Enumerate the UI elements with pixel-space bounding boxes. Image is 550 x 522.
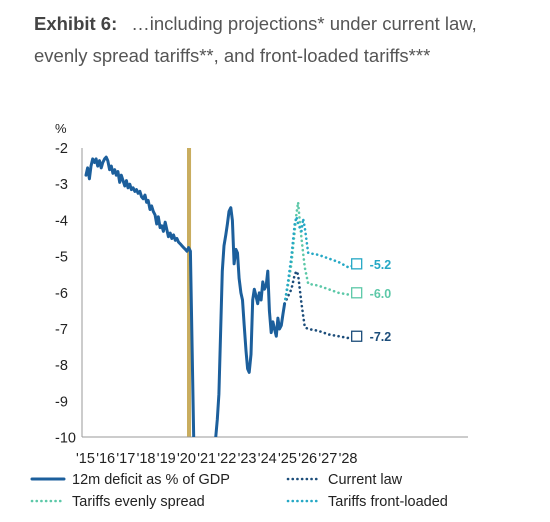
covid-shaded-bar [187,148,192,437]
end-labels: -7.2 -6.0 -5.2 [351,258,392,344]
series-line-tariffs-even [283,201,358,305]
series-line-history [84,155,196,437]
legend-label-tariffs-even: Tariffs evenly spread [72,494,205,510]
end-label-tariffs-front: -5.2 [370,258,392,272]
x-tick-label: '24 [258,451,277,467]
series-line-tariffs-front [283,215,358,305]
end-label-tariffs-even: -6.0 [370,287,392,301]
y-tick-label: -8 [55,358,68,374]
y-tick-label: -2 [55,141,68,157]
legend-label-current-law: Current law [328,472,403,488]
x-tick-label: '15 [76,451,95,467]
y-tick-label: -9 [55,394,68,410]
y-tick-label: -10 [55,431,76,447]
x-tick-label: '21 [197,451,216,467]
series-layer [84,155,358,437]
x-tick-label: '28 [339,451,358,467]
y-tick-label: -3 [55,177,68,193]
legend: 12m deficit as % of GDP Current law Tariff… [30,472,448,510]
chart-title: …including projections* under current la… [34,13,477,66]
y-axis-unit: % [55,121,67,136]
axes: -2 -3 -4 -5 -6 -7 -8 -9 -10'15'16'17'18'19'20'21… [55,141,468,467]
x-tick-label: '17 [116,451,135,467]
y-tick-label: -7 [55,322,68,338]
end-marker-tariffs-front [351,258,363,270]
x-tick-label: '25 [278,451,297,467]
x-tick-label: '16 [96,451,115,467]
chart-header: Exhibit 6: …including projections* under … [34,8,534,72]
y-tick-label: -4 [55,213,68,229]
x-tick-label: '23 [238,451,257,467]
end-marker-current-law [351,330,363,342]
legend-label-tariffs-front: Tariffs front-loaded [328,494,448,510]
end-label-current-law: -7.2 [370,330,392,344]
legend-label-history: 12m deficit as % of GDP [72,472,230,488]
x-tick-label: '26 [298,451,317,467]
covid-shading-layer [187,148,192,437]
exhibit-label: Exhibit 6: [34,13,118,34]
x-tick-label: '27 [318,451,337,467]
series-line-current-law [283,269,358,340]
x-tick-label: '18 [137,451,156,467]
x-tick-label: '20 [177,451,196,467]
x-tick-label: '19 [157,451,176,467]
series-line-history [214,206,287,437]
end-marker-tariffs-even [351,287,363,299]
x-tick-label: '22 [217,451,236,467]
y-tick-label: -6 [55,286,68,302]
y-tick-label: -5 [55,250,68,266]
